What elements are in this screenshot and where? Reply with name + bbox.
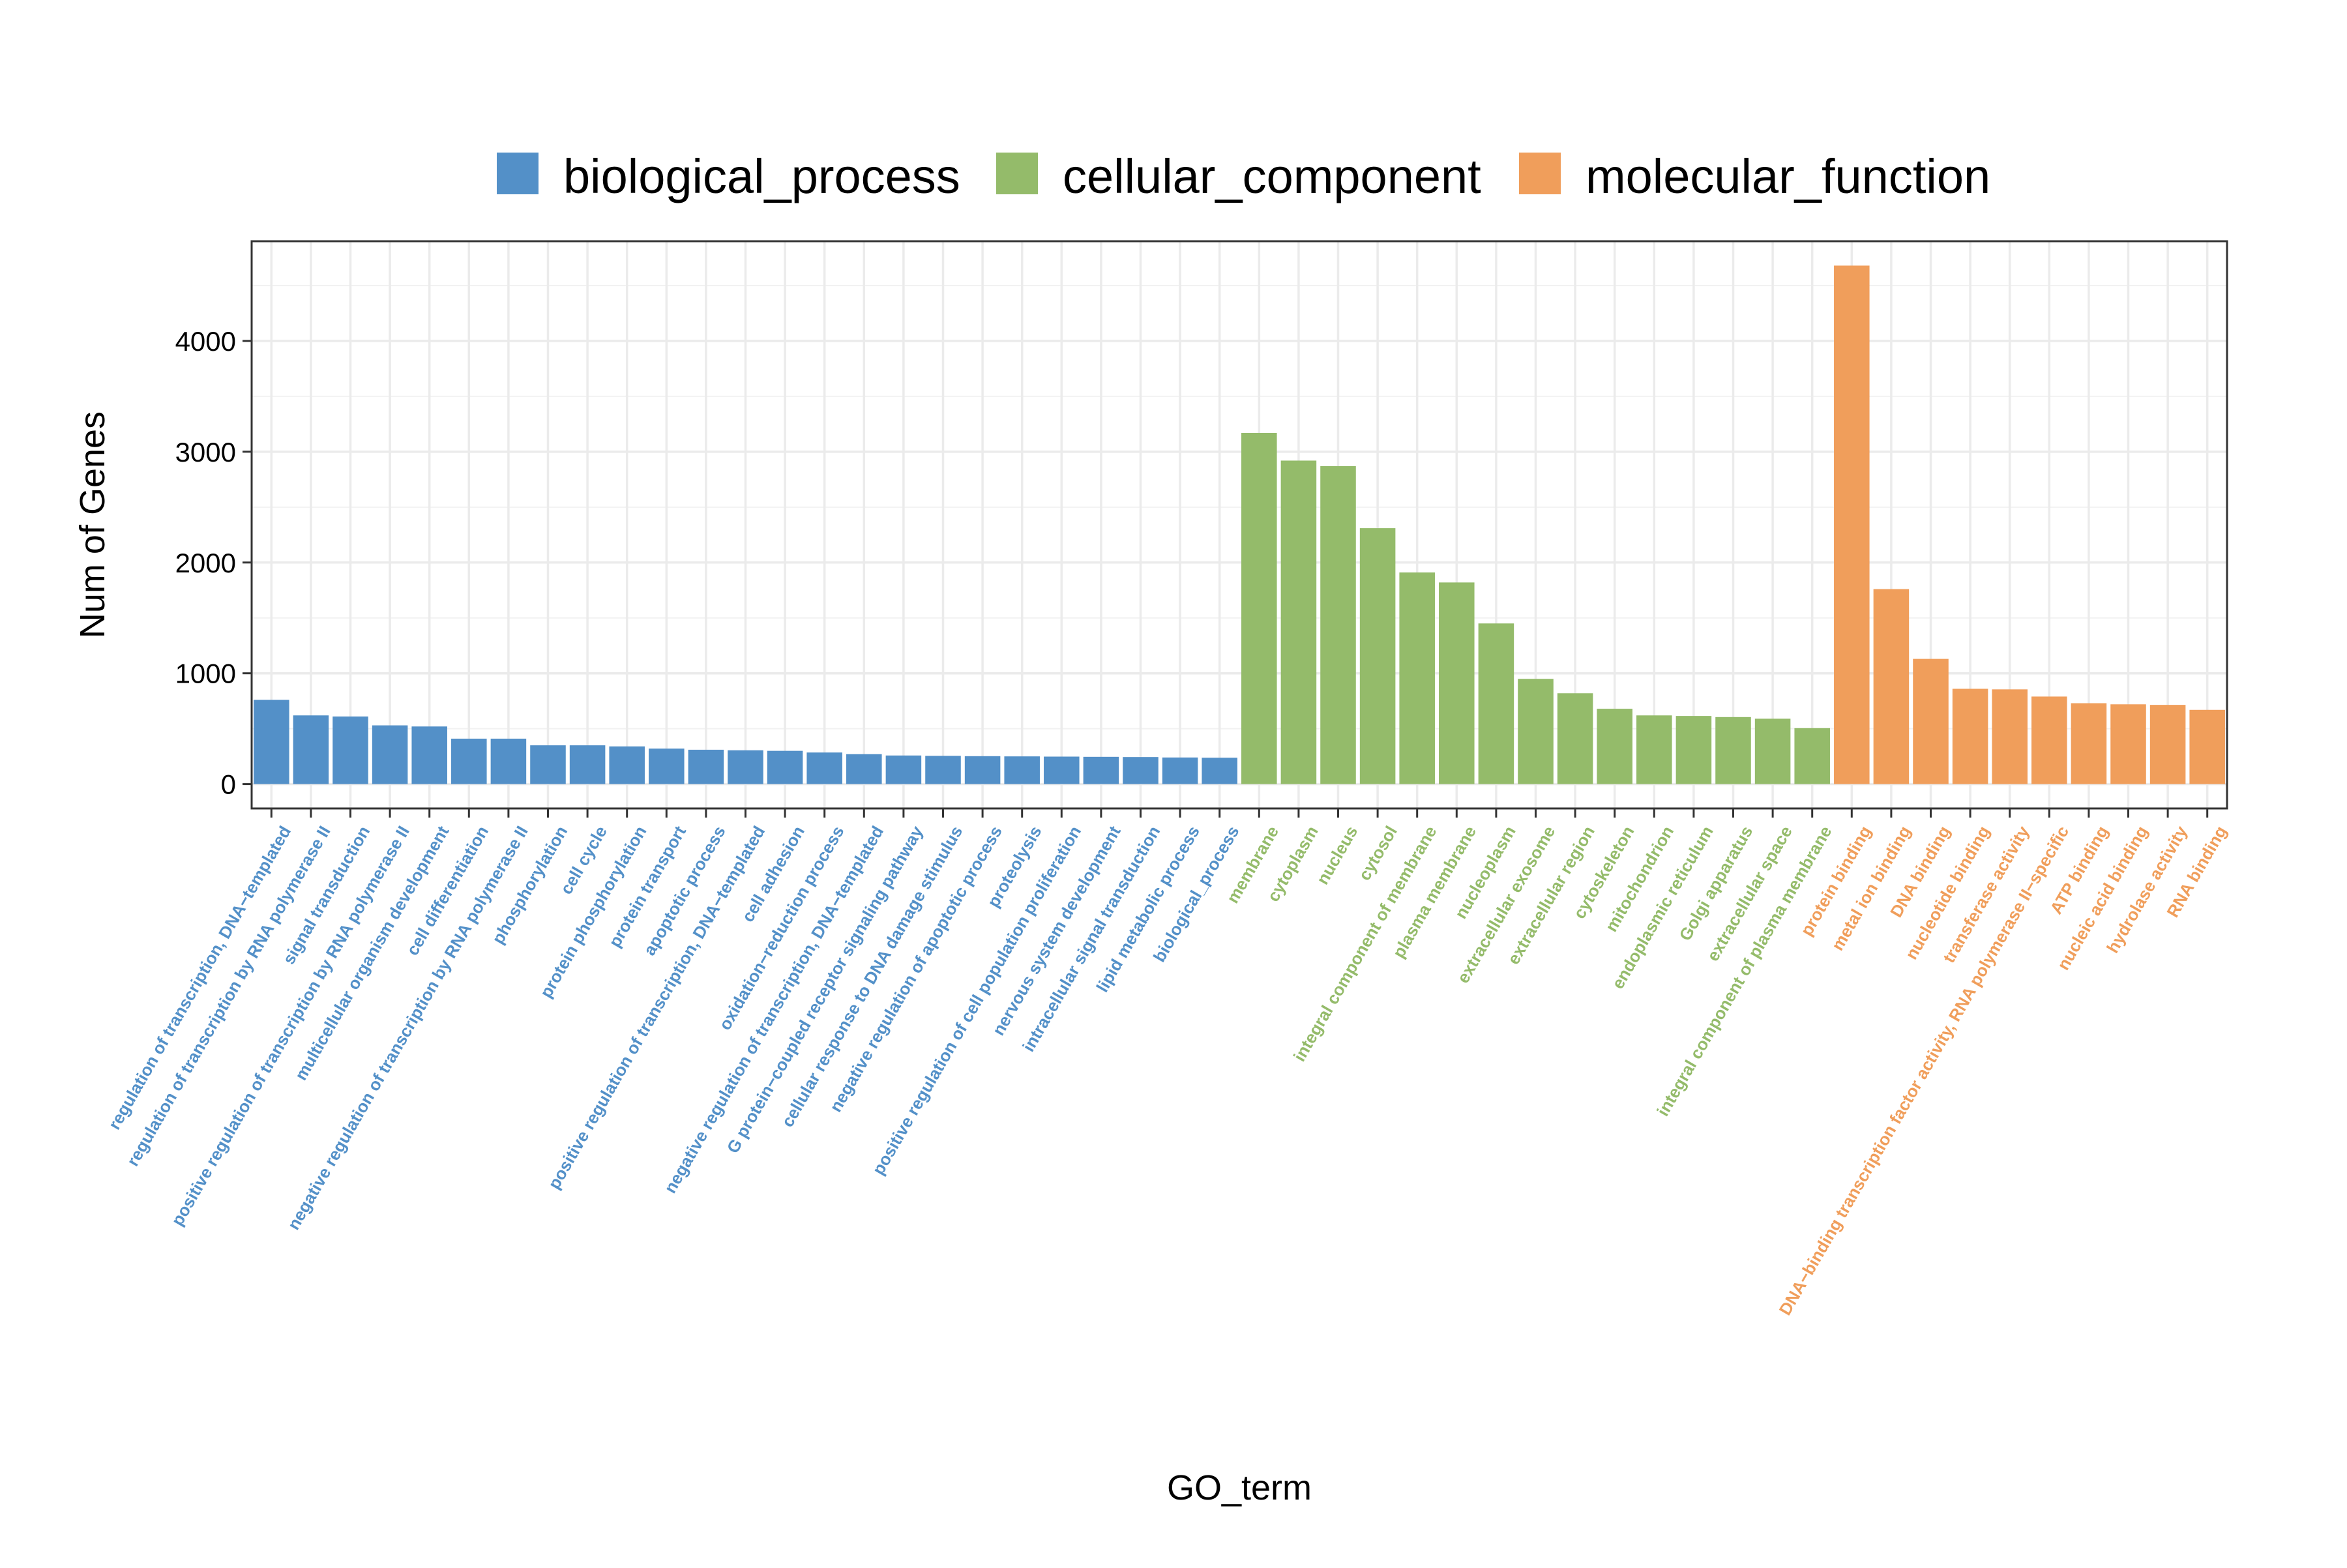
x-axis-title: GO_term [1167,1468,1312,1507]
bar [1913,658,1949,784]
bar [254,700,289,784]
bar [1004,756,1040,784]
bar [1992,689,2028,784]
bar [293,715,329,784]
y-tick-label: 1000 [175,658,236,689]
plot-border [250,240,2228,810]
bar [2071,703,2107,784]
bar [1478,623,1514,784]
bar [569,745,606,784]
bar [451,738,487,784]
y-axis-title: Num of Genes [73,411,112,638]
bar [372,725,408,784]
bar [1399,572,1435,784]
bar [1518,679,1554,784]
bar [490,738,527,784]
bar [1280,460,1317,784]
bar [728,750,763,784]
legend-swatch [1519,153,1561,194]
bar [1715,717,1751,784]
bar [2110,704,2146,784]
bar [925,756,961,784]
legend-label: molecular_function [1586,149,1990,203]
bar [1044,756,1080,784]
bar [1597,709,1632,784]
bar [846,754,882,784]
bar [1794,728,1830,784]
y-tick-label: 4000 [175,326,236,357]
bar [1834,265,1870,784]
y-tick-label: 2000 [175,548,236,578]
bar [1952,688,1988,784]
bar [1083,756,1119,784]
bar [1359,528,1396,784]
bar [2149,705,2186,784]
bar [1241,432,1277,784]
legend-label: cellular_component [1063,149,1481,203]
bar [1754,718,1791,784]
bar [2031,696,2067,784]
legend-label: biological_process [563,149,960,203]
bar [1320,466,1356,784]
bar [1675,716,1712,784]
bar [332,716,368,784]
legend-swatch [497,153,539,194]
legend-swatch [996,153,1038,194]
bar [1557,693,1593,784]
bar [885,755,922,784]
bar [411,726,447,784]
y-tick-label: 3000 [175,437,236,467]
bar [1636,715,1672,784]
bar [767,750,803,784]
bar [1162,757,1198,784]
bar [806,752,842,784]
bar [530,745,566,784]
y-tick-label: 0 [221,769,236,800]
bar [2189,709,2225,784]
bar [1439,582,1475,784]
bar [1123,757,1159,784]
bar [1873,589,1910,784]
bar [609,746,645,784]
bar [688,749,724,784]
bar [964,756,1001,784]
bar [649,748,685,784]
bar [1202,758,1237,784]
